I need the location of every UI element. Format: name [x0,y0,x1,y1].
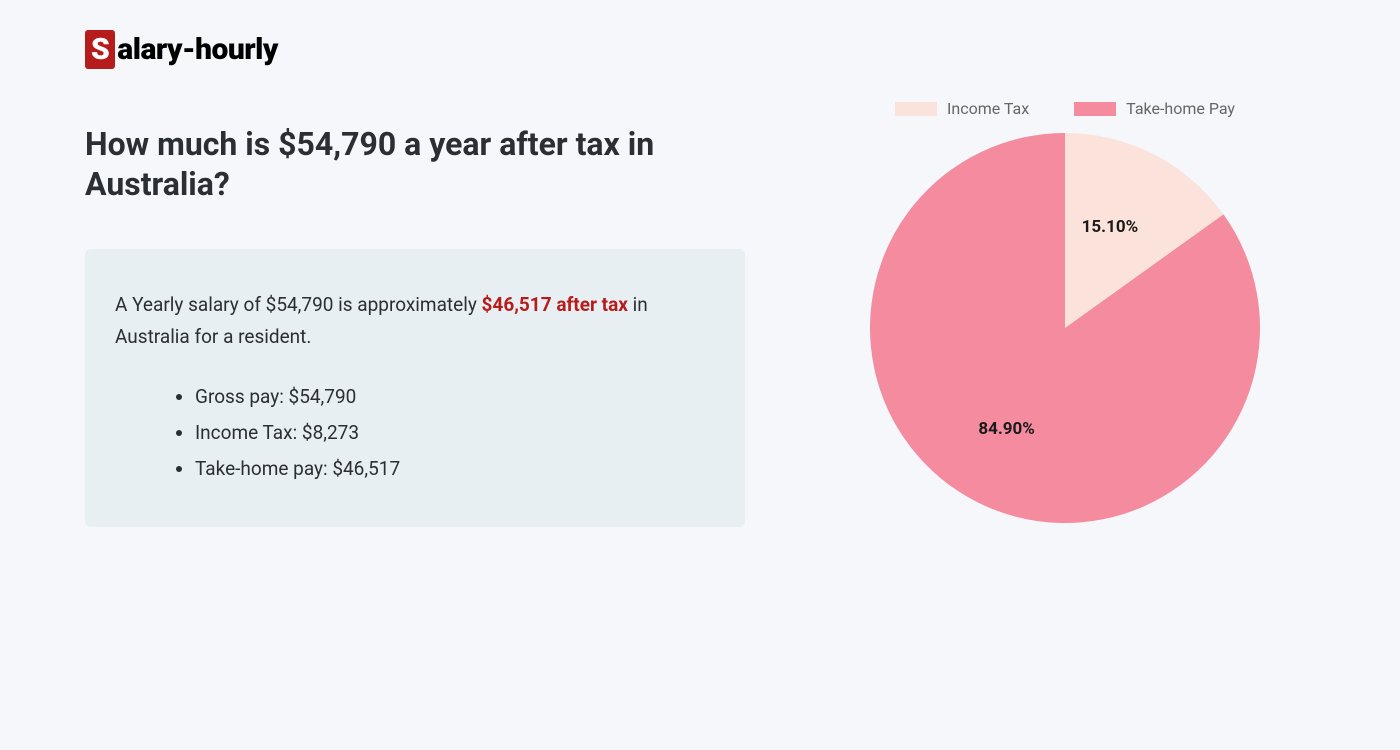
page-container: Salary-hourly How much is $54,790 a year… [0,0,1400,557]
legend-swatch [895,102,937,116]
legend-swatch [1074,102,1116,116]
slice-label-income-tax: 15.10% [1082,217,1139,237]
summary-text: A Yearly salary of $54,790 is approximat… [115,289,715,354]
list-item: Gross pay: $54,790 [195,379,715,415]
pie-svg [870,133,1260,523]
chart-column: Income Tax Take-home Pay 15.10% 84.90% [815,99,1315,523]
page-heading: How much is $54,790 a year after tax in … [85,124,745,204]
legend-label: Income Tax [947,99,1029,118]
pie-chart: 15.10% 84.90% [870,133,1260,523]
list-item: Income Tax: $8,273 [195,415,715,451]
slice-label-take-home: 84.90% [978,419,1035,439]
legend-item-take-home: Take-home Pay [1074,99,1235,118]
chart-legend: Income Tax Take-home Pay [895,99,1235,118]
site-logo: Salary-hourly [85,30,1315,69]
content-row: How much is $54,790 a year after tax in … [85,124,1315,527]
logo-text: alary-hourly [117,32,278,67]
summary-highlight: $46,517 after tax [482,293,628,316]
info-box: A Yearly salary of $54,790 is approximat… [85,249,745,527]
legend-item-income-tax: Income Tax [895,99,1029,118]
legend-label: Take-home Pay [1126,99,1235,118]
left-column: How much is $54,790 a year after tax in … [85,124,745,527]
list-item: Take-home pay: $46,517 [195,451,715,487]
breakdown-list: Gross pay: $54,790 Income Tax: $8,273 Ta… [115,379,715,487]
logo-badge: S [85,30,115,69]
summary-pre: A Yearly salary of $54,790 is approximat… [115,293,482,316]
